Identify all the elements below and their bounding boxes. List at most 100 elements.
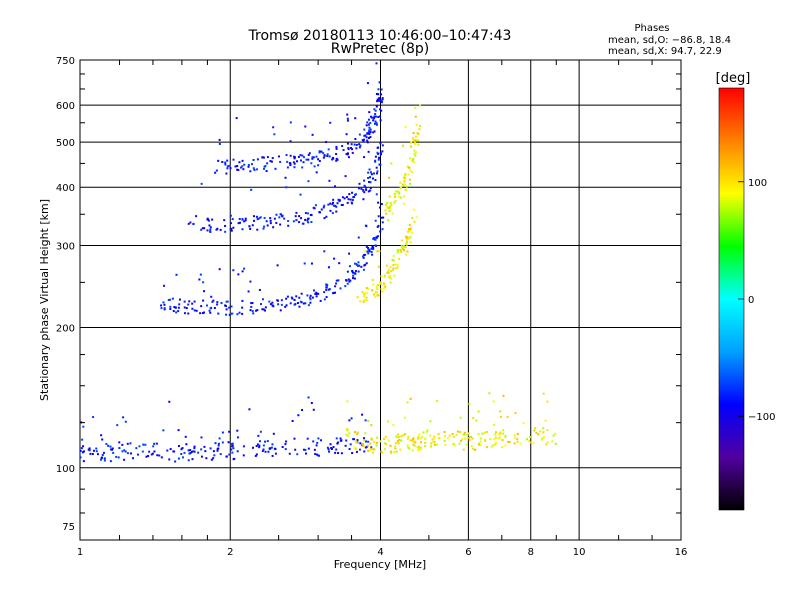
data-point bbox=[388, 210, 391, 213]
data-point bbox=[217, 444, 220, 447]
data-point bbox=[218, 437, 221, 440]
data-point bbox=[265, 170, 268, 173]
data-point bbox=[364, 250, 367, 253]
data-point bbox=[365, 188, 368, 191]
data-point bbox=[394, 447, 397, 450]
data-point bbox=[407, 228, 410, 231]
data-point bbox=[331, 292, 334, 295]
data-point bbox=[212, 450, 215, 453]
data-point bbox=[258, 217, 261, 220]
data-point bbox=[272, 432, 275, 435]
data-point bbox=[208, 230, 211, 233]
data-point bbox=[217, 159, 220, 162]
data-point bbox=[192, 450, 195, 453]
data-point bbox=[396, 263, 399, 266]
data-point bbox=[221, 431, 224, 434]
data-point bbox=[231, 218, 234, 221]
data-point bbox=[479, 440, 482, 443]
data-point bbox=[401, 434, 404, 437]
data-point bbox=[279, 160, 282, 163]
data-point bbox=[375, 193, 378, 196]
data-point bbox=[243, 267, 246, 270]
data-point bbox=[540, 438, 543, 441]
data-point bbox=[381, 150, 384, 153]
data-point bbox=[353, 446, 356, 449]
data-point bbox=[375, 123, 378, 126]
data-point bbox=[392, 424, 395, 427]
data-point bbox=[367, 246, 370, 249]
data-point bbox=[543, 436, 546, 439]
data-point bbox=[254, 454, 257, 457]
data-point bbox=[346, 400, 349, 403]
data-point bbox=[299, 154, 302, 157]
data-point bbox=[356, 431, 359, 434]
data-point bbox=[437, 433, 440, 436]
data-point bbox=[252, 446, 255, 449]
data-point bbox=[378, 250, 381, 253]
data-point bbox=[262, 298, 265, 301]
data-point bbox=[225, 172, 228, 175]
data-point bbox=[392, 259, 395, 262]
data-point bbox=[323, 154, 326, 157]
data-point bbox=[500, 446, 503, 449]
data-point bbox=[248, 408, 251, 411]
data-point bbox=[189, 221, 192, 224]
data-point bbox=[369, 447, 372, 450]
data-point bbox=[225, 313, 228, 316]
data-point bbox=[309, 213, 312, 216]
data-point bbox=[337, 198, 340, 201]
data-point bbox=[499, 410, 502, 413]
data-point bbox=[264, 309, 267, 312]
data-point bbox=[77, 460, 79, 462]
data-point bbox=[255, 168, 258, 171]
data-point bbox=[389, 207, 392, 210]
data-point bbox=[369, 121, 372, 124]
data-point bbox=[314, 292, 317, 295]
data-point bbox=[356, 432, 359, 435]
data-point bbox=[167, 299, 170, 302]
data-point bbox=[332, 291, 335, 294]
data-point bbox=[387, 206, 390, 209]
data-point bbox=[542, 392, 545, 395]
data-point bbox=[193, 445, 196, 448]
data-point bbox=[373, 440, 376, 443]
data-point bbox=[467, 436, 470, 439]
data-point bbox=[502, 394, 505, 397]
data-point bbox=[88, 449, 91, 452]
data-point bbox=[263, 225, 266, 228]
data-point bbox=[95, 447, 98, 450]
data-point bbox=[183, 300, 186, 303]
data-point bbox=[414, 154, 417, 157]
data-point bbox=[379, 163, 382, 166]
data-point bbox=[345, 279, 348, 282]
data-point bbox=[243, 163, 246, 166]
data-point bbox=[220, 302, 223, 305]
data-point bbox=[346, 429, 349, 432]
data-point bbox=[298, 296, 301, 299]
data-point bbox=[379, 119, 382, 122]
data-point bbox=[405, 235, 408, 238]
data-point bbox=[115, 455, 118, 458]
data-point bbox=[216, 303, 219, 306]
data-point bbox=[444, 443, 447, 446]
data-point bbox=[373, 115, 376, 118]
data-point bbox=[429, 444, 432, 447]
data-point bbox=[183, 312, 186, 315]
data-point bbox=[335, 153, 338, 156]
data-point bbox=[364, 134, 367, 137]
data-point bbox=[478, 443, 481, 446]
data-point bbox=[323, 204, 326, 207]
data-point bbox=[306, 294, 309, 297]
data-point bbox=[218, 138, 221, 141]
colorbar-unit-label: [deg] bbox=[716, 71, 751, 86]
data-point bbox=[419, 441, 422, 444]
data-point bbox=[249, 170, 252, 173]
x-tick-label: 16 bbox=[675, 547, 688, 558]
data-point bbox=[287, 219, 290, 222]
data-point bbox=[349, 198, 352, 201]
data-point bbox=[226, 167, 229, 170]
data-point bbox=[329, 443, 332, 446]
data-point bbox=[121, 450, 124, 453]
data-point bbox=[255, 445, 258, 448]
data-point bbox=[262, 227, 265, 230]
